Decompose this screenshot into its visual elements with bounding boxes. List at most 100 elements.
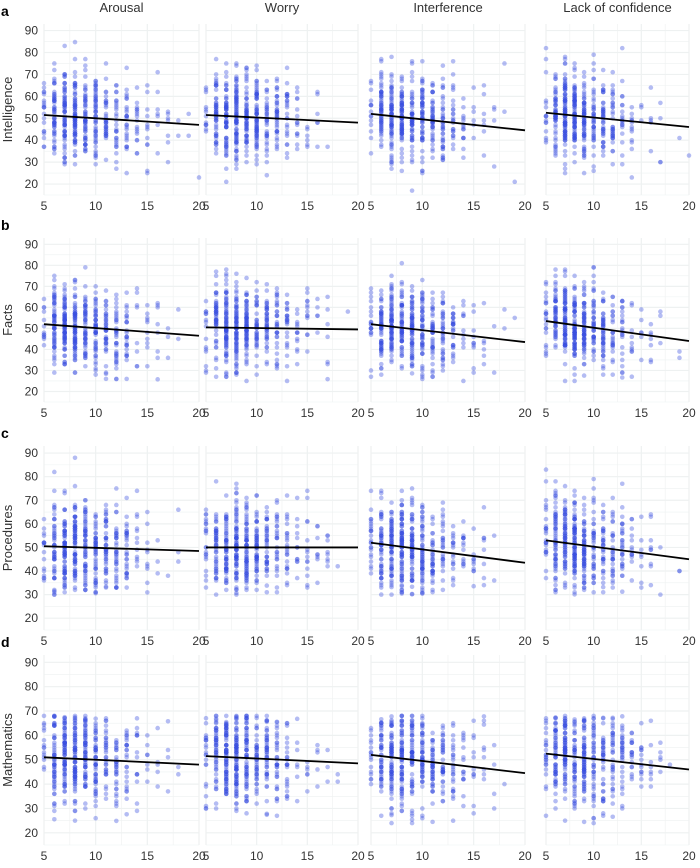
data-point [409, 371, 415, 376]
data-point [572, 296, 577, 302]
data-point [93, 578, 98, 583]
data-point [450, 107, 456, 112]
data-point [223, 96, 229, 101]
data-point [52, 526, 57, 531]
data-point [543, 45, 549, 51]
data-point [52, 146, 57, 152]
x-tick-label: 20 [192, 199, 206, 213]
data-point [305, 137, 310, 143]
data-point [264, 549, 270, 555]
data-point [264, 111, 270, 117]
data-point [93, 120, 98, 125]
data-point [512, 179, 518, 185]
data-point [103, 370, 109, 375]
data-point [103, 124, 109, 130]
data-point [83, 142, 88, 147]
data-point [124, 319, 129, 325]
data-point [284, 133, 290, 139]
data-point [284, 334, 290, 340]
data-point [114, 142, 119, 147]
data-point [72, 122, 78, 128]
data-point [103, 321, 109, 327]
data-point [52, 296, 57, 302]
data-point [234, 109, 239, 114]
data-point [213, 80, 219, 86]
data-point [244, 133, 249, 139]
data-point [145, 89, 150, 95]
data-point [234, 131, 239, 136]
data-point [145, 590, 150, 595]
data-point [83, 137, 88, 143]
data-point [213, 290, 219, 295]
data-point [124, 113, 129, 119]
data-point [223, 587, 229, 593]
data-point [264, 345, 270, 350]
data-point [83, 56, 88, 62]
data-point [244, 96, 249, 101]
data-point [619, 45, 625, 51]
data-point [134, 302, 140, 308]
data-point [72, 578, 78, 583]
data-point [52, 140, 57, 145]
data-point [83, 118, 88, 123]
data-point [124, 126, 129, 132]
data-point [420, 159, 425, 165]
data-point [213, 374, 219, 380]
data-point [134, 349, 140, 354]
data-point [62, 549, 67, 555]
data-point [658, 115, 663, 121]
data-point [223, 290, 229, 295]
data-point [114, 549, 119, 555]
data-point [600, 67, 606, 73]
data-point [543, 351, 549, 356]
data-point [420, 368, 425, 373]
data-point [83, 137, 88, 143]
data-point [52, 98, 57, 104]
data-point [553, 292, 558, 298]
data-point [114, 366, 119, 371]
data-point [572, 74, 577, 79]
data-point [325, 294, 330, 300]
data-point [203, 363, 209, 369]
data-point [124, 122, 129, 128]
data-point [62, 296, 67, 302]
data-point [41, 105, 47, 110]
x-tick-label: 15 [141, 634, 155, 648]
data-point [600, 144, 606, 150]
data-point [481, 129, 487, 134]
data-point [223, 137, 229, 143]
data-point [62, 571, 67, 576]
data-point [72, 561, 78, 567]
data-point [562, 340, 568, 346]
data-point [114, 89, 119, 95]
data-point [103, 302, 109, 308]
data-point [114, 351, 119, 356]
data-point [72, 120, 78, 125]
data-point [471, 309, 476, 314]
data-point [124, 107, 129, 112]
data-point [409, 157, 415, 163]
data-point [600, 298, 606, 304]
data-point [103, 105, 109, 110]
data-point [572, 83, 577, 88]
data-point [430, 137, 435, 143]
data-point [72, 111, 78, 117]
data-point [62, 133, 67, 139]
data-point [409, 74, 415, 79]
data-point [409, 78, 415, 84]
data-point [83, 528, 88, 534]
data-point [124, 65, 129, 71]
data-point [213, 273, 219, 279]
data-point [72, 129, 78, 134]
data-point [93, 105, 98, 110]
data-point [134, 290, 140, 295]
data-point [134, 151, 140, 156]
data-point [93, 129, 98, 134]
data-point [234, 76, 239, 82]
data-point [83, 109, 88, 114]
x-tick-label: 15 [635, 406, 649, 420]
data-point [481, 353, 487, 359]
data-point [114, 313, 119, 319]
data-point [41, 530, 47, 536]
data-point [581, 286, 587, 291]
